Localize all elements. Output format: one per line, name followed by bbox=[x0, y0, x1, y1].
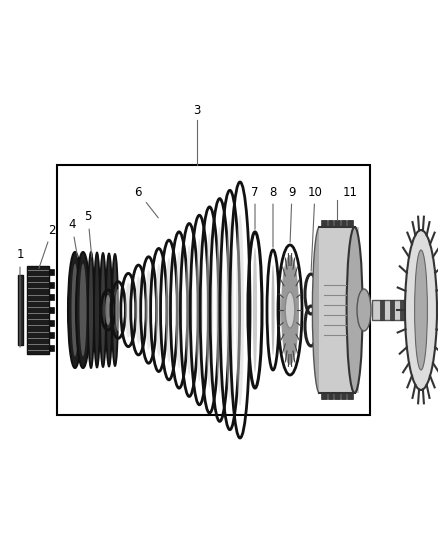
Ellipse shape bbox=[94, 253, 100, 367]
Bar bbox=[49, 294, 54, 300]
Ellipse shape bbox=[216, 227, 223, 393]
Ellipse shape bbox=[357, 289, 371, 331]
Text: 8: 8 bbox=[269, 185, 277, 247]
Bar bbox=[400, 300, 404, 320]
Ellipse shape bbox=[226, 220, 234, 400]
Ellipse shape bbox=[105, 295, 111, 325]
Ellipse shape bbox=[186, 245, 193, 375]
Ellipse shape bbox=[405, 230, 437, 390]
Ellipse shape bbox=[415, 250, 427, 370]
Bar bbox=[49, 269, 54, 275]
Ellipse shape bbox=[281, 255, 299, 365]
Ellipse shape bbox=[115, 289, 121, 331]
Ellipse shape bbox=[253, 248, 257, 373]
Bar bbox=[49, 307, 54, 313]
Ellipse shape bbox=[155, 264, 162, 356]
Text: 9: 9 bbox=[288, 185, 296, 242]
Bar bbox=[49, 281, 54, 288]
Ellipse shape bbox=[76, 252, 90, 368]
Bar bbox=[390, 300, 394, 320]
Bar bbox=[27, 266, 49, 354]
Text: 1: 1 bbox=[16, 248, 24, 347]
Bar bbox=[57, 165, 370, 415]
Text: 11: 11 bbox=[343, 185, 357, 198]
Ellipse shape bbox=[346, 227, 363, 393]
Ellipse shape bbox=[176, 252, 183, 369]
Bar bbox=[380, 300, 384, 320]
Bar bbox=[49, 333, 54, 338]
Ellipse shape bbox=[285, 292, 295, 328]
Text: 4: 4 bbox=[68, 219, 78, 257]
Text: 10: 10 bbox=[307, 185, 322, 271]
Ellipse shape bbox=[112, 254, 118, 366]
Text: 3: 3 bbox=[193, 103, 201, 117]
Ellipse shape bbox=[145, 270, 152, 350]
Ellipse shape bbox=[272, 265, 275, 355]
Ellipse shape bbox=[312, 227, 326, 393]
Text: 5: 5 bbox=[84, 211, 92, 257]
Ellipse shape bbox=[68, 252, 82, 368]
Ellipse shape bbox=[71, 264, 78, 357]
Bar bbox=[49, 345, 54, 351]
Ellipse shape bbox=[125, 282, 131, 337]
Bar bbox=[319, 227, 359, 393]
Bar bbox=[49, 320, 54, 326]
Ellipse shape bbox=[236, 214, 244, 406]
Text: 7: 7 bbox=[251, 185, 259, 229]
Bar bbox=[18, 275, 23, 345]
Ellipse shape bbox=[206, 233, 213, 387]
Ellipse shape bbox=[166, 257, 172, 362]
Ellipse shape bbox=[88, 252, 94, 368]
Text: 6: 6 bbox=[134, 185, 158, 218]
Text: 2: 2 bbox=[39, 223, 56, 269]
Ellipse shape bbox=[196, 239, 203, 381]
Ellipse shape bbox=[106, 254, 112, 367]
Bar bbox=[372, 300, 408, 320]
Ellipse shape bbox=[80, 264, 86, 357]
Ellipse shape bbox=[135, 276, 141, 344]
Ellipse shape bbox=[100, 253, 106, 367]
